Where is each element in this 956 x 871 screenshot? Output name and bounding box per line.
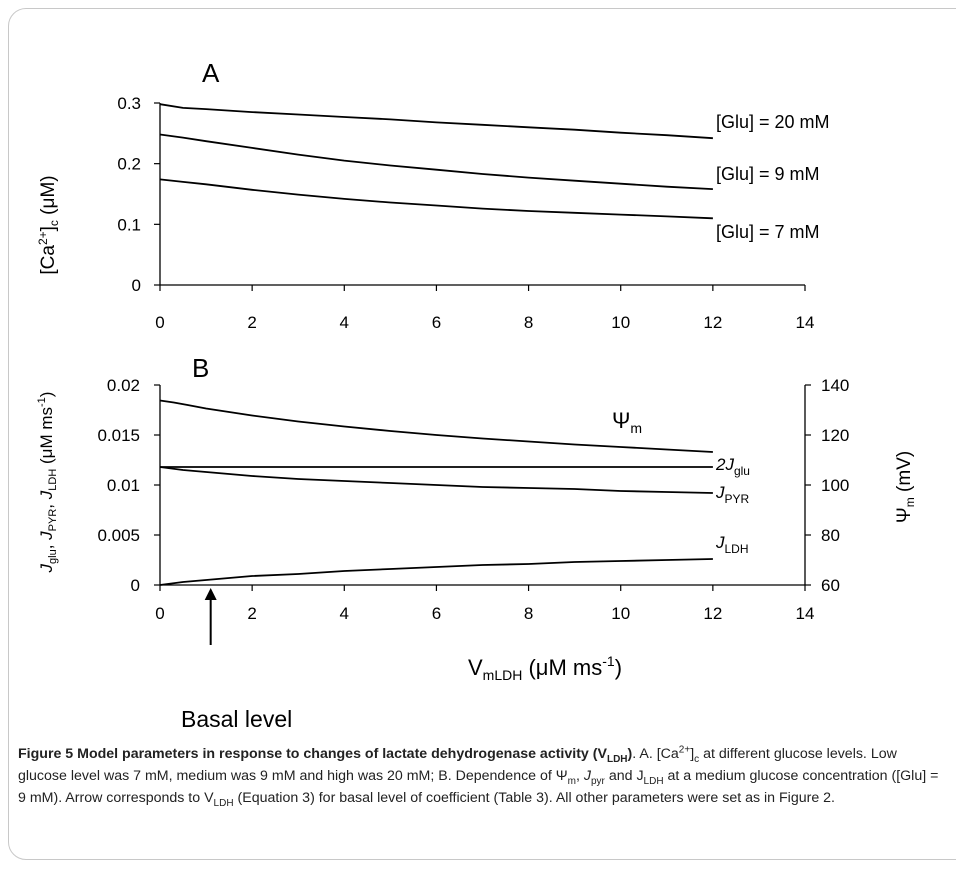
panel-b-label: B <box>192 353 209 383</box>
panel-b-y2-tick-label: 100 <box>821 476 849 495</box>
panel-b-series-label: Ψm <box>612 408 642 436</box>
panel-a-x-tick-label: 12 <box>703 313 722 332</box>
panel-b-y2-tick-label: 140 <box>821 376 849 395</box>
panel-b-x-tick-label: 10 <box>611 604 630 623</box>
panel-b-y2-axis-label: Ψm (mV) <box>894 451 917 523</box>
panel-a-label: A <box>202 58 220 88</box>
panel-b-x-tick-label: 0 <box>155 604 164 623</box>
panel-a-x-tick-label: 6 <box>432 313 441 332</box>
panel-a-x-tick-label: 8 <box>524 313 533 332</box>
figure-frame <box>8 8 956 860</box>
panel-b-series-line <box>159 558 713 586</box>
panel-a-y-axis-label: [Ca2+]c (μM) <box>36 175 61 274</box>
panel-b-y-axis-label: Jglu, JPYR, JLDH (μM ms-1) <box>36 392 59 574</box>
panel-a-x-tick-label: 14 <box>796 313 815 332</box>
panel-a-x-tick-label: 0 <box>155 313 164 332</box>
panel-b-y2-tick-label: 120 <box>821 426 849 445</box>
panel-b-y-tick-label: 0.015 <box>97 426 140 445</box>
panel-b-x-tick-label: 14 <box>796 604 815 623</box>
panel-a-x-tick-label: 2 <box>247 313 256 332</box>
figure-caption: Figure 5 Model parameters in response to… <box>18 744 939 809</box>
panel-a-x-tick-label: 4 <box>340 313 349 332</box>
panel-b-series-label: JLDH <box>715 533 749 556</box>
panel-b: B 0 0.005 0.01 0.015 0.02 60 80 100 120 140 0 2 4 6 8 10… <box>36 353 917 732</box>
panel-b-y2-tick-label: 60 <box>821 576 840 595</box>
panel-a-series-label: [Glu] = 20 mM <box>716 112 830 132</box>
panel-a: A 0 0.1 0.2 0.3 0 2 4 6 8 10 12 14 [Ca2+]c (μM) [Glu] … <box>36 58 830 332</box>
panel-a-series-line <box>159 178 713 220</box>
caption-title: Figure 5 Model parameters in response to… <box>18 746 633 765</box>
panel-a-series-line <box>159 133 713 190</box>
panel-b-y-tick-label: 0.01 <box>107 476 140 495</box>
panel-b-x-tick-label: 4 <box>340 604 349 623</box>
panel-b-x-tick-label: 8 <box>524 604 533 623</box>
panel-a-series-line <box>159 103 713 140</box>
panel-a-y-tick-label: 0.1 <box>117 215 141 234</box>
panel-b-x-tick-label: 2 <box>247 604 256 623</box>
panel-b-series-label: 2Jglu <box>715 455 750 478</box>
figure-svg: A 0 0.1 0.2 0.3 0 2 4 6 8 10 12 14 [Ca2+]c (μM) [Glu] … <box>36 58 917 732</box>
panel-b-x-axis-label: VmLDH (μM ms-1) <box>468 653 622 683</box>
panel-b-series-label: JPYR <box>715 483 750 506</box>
panel-b-series-line <box>159 399 713 453</box>
panel-a-y-tick-label: 0.2 <box>117 155 141 174</box>
panel-a-y-tick-label: 0 <box>132 276 141 295</box>
basal-level-arrow-head <box>204 588 217 600</box>
panel-b-x-tick-label: 12 <box>703 604 722 623</box>
panel-b-y-tick-label: 0.005 <box>97 526 140 545</box>
panel-b-y-tick-label: 0.02 <box>107 376 140 395</box>
panel-a-series-label: [Glu] = 7 mM <box>716 222 820 242</box>
basal-level-label: Basal level <box>181 706 292 732</box>
panel-b-series-line <box>159 466 713 494</box>
panel-a-series-label: [Glu] = 9 mM <box>716 164 820 184</box>
panel-b-y-tick-label: 0 <box>131 576 140 595</box>
panel-a-x-tick-label: 10 <box>611 313 630 332</box>
panel-a-y-tick-label: 0.3 <box>117 94 141 113</box>
panel-b-x-tick-label: 6 <box>432 604 441 623</box>
panel-b-y2-tick-label: 80 <box>821 526 840 545</box>
